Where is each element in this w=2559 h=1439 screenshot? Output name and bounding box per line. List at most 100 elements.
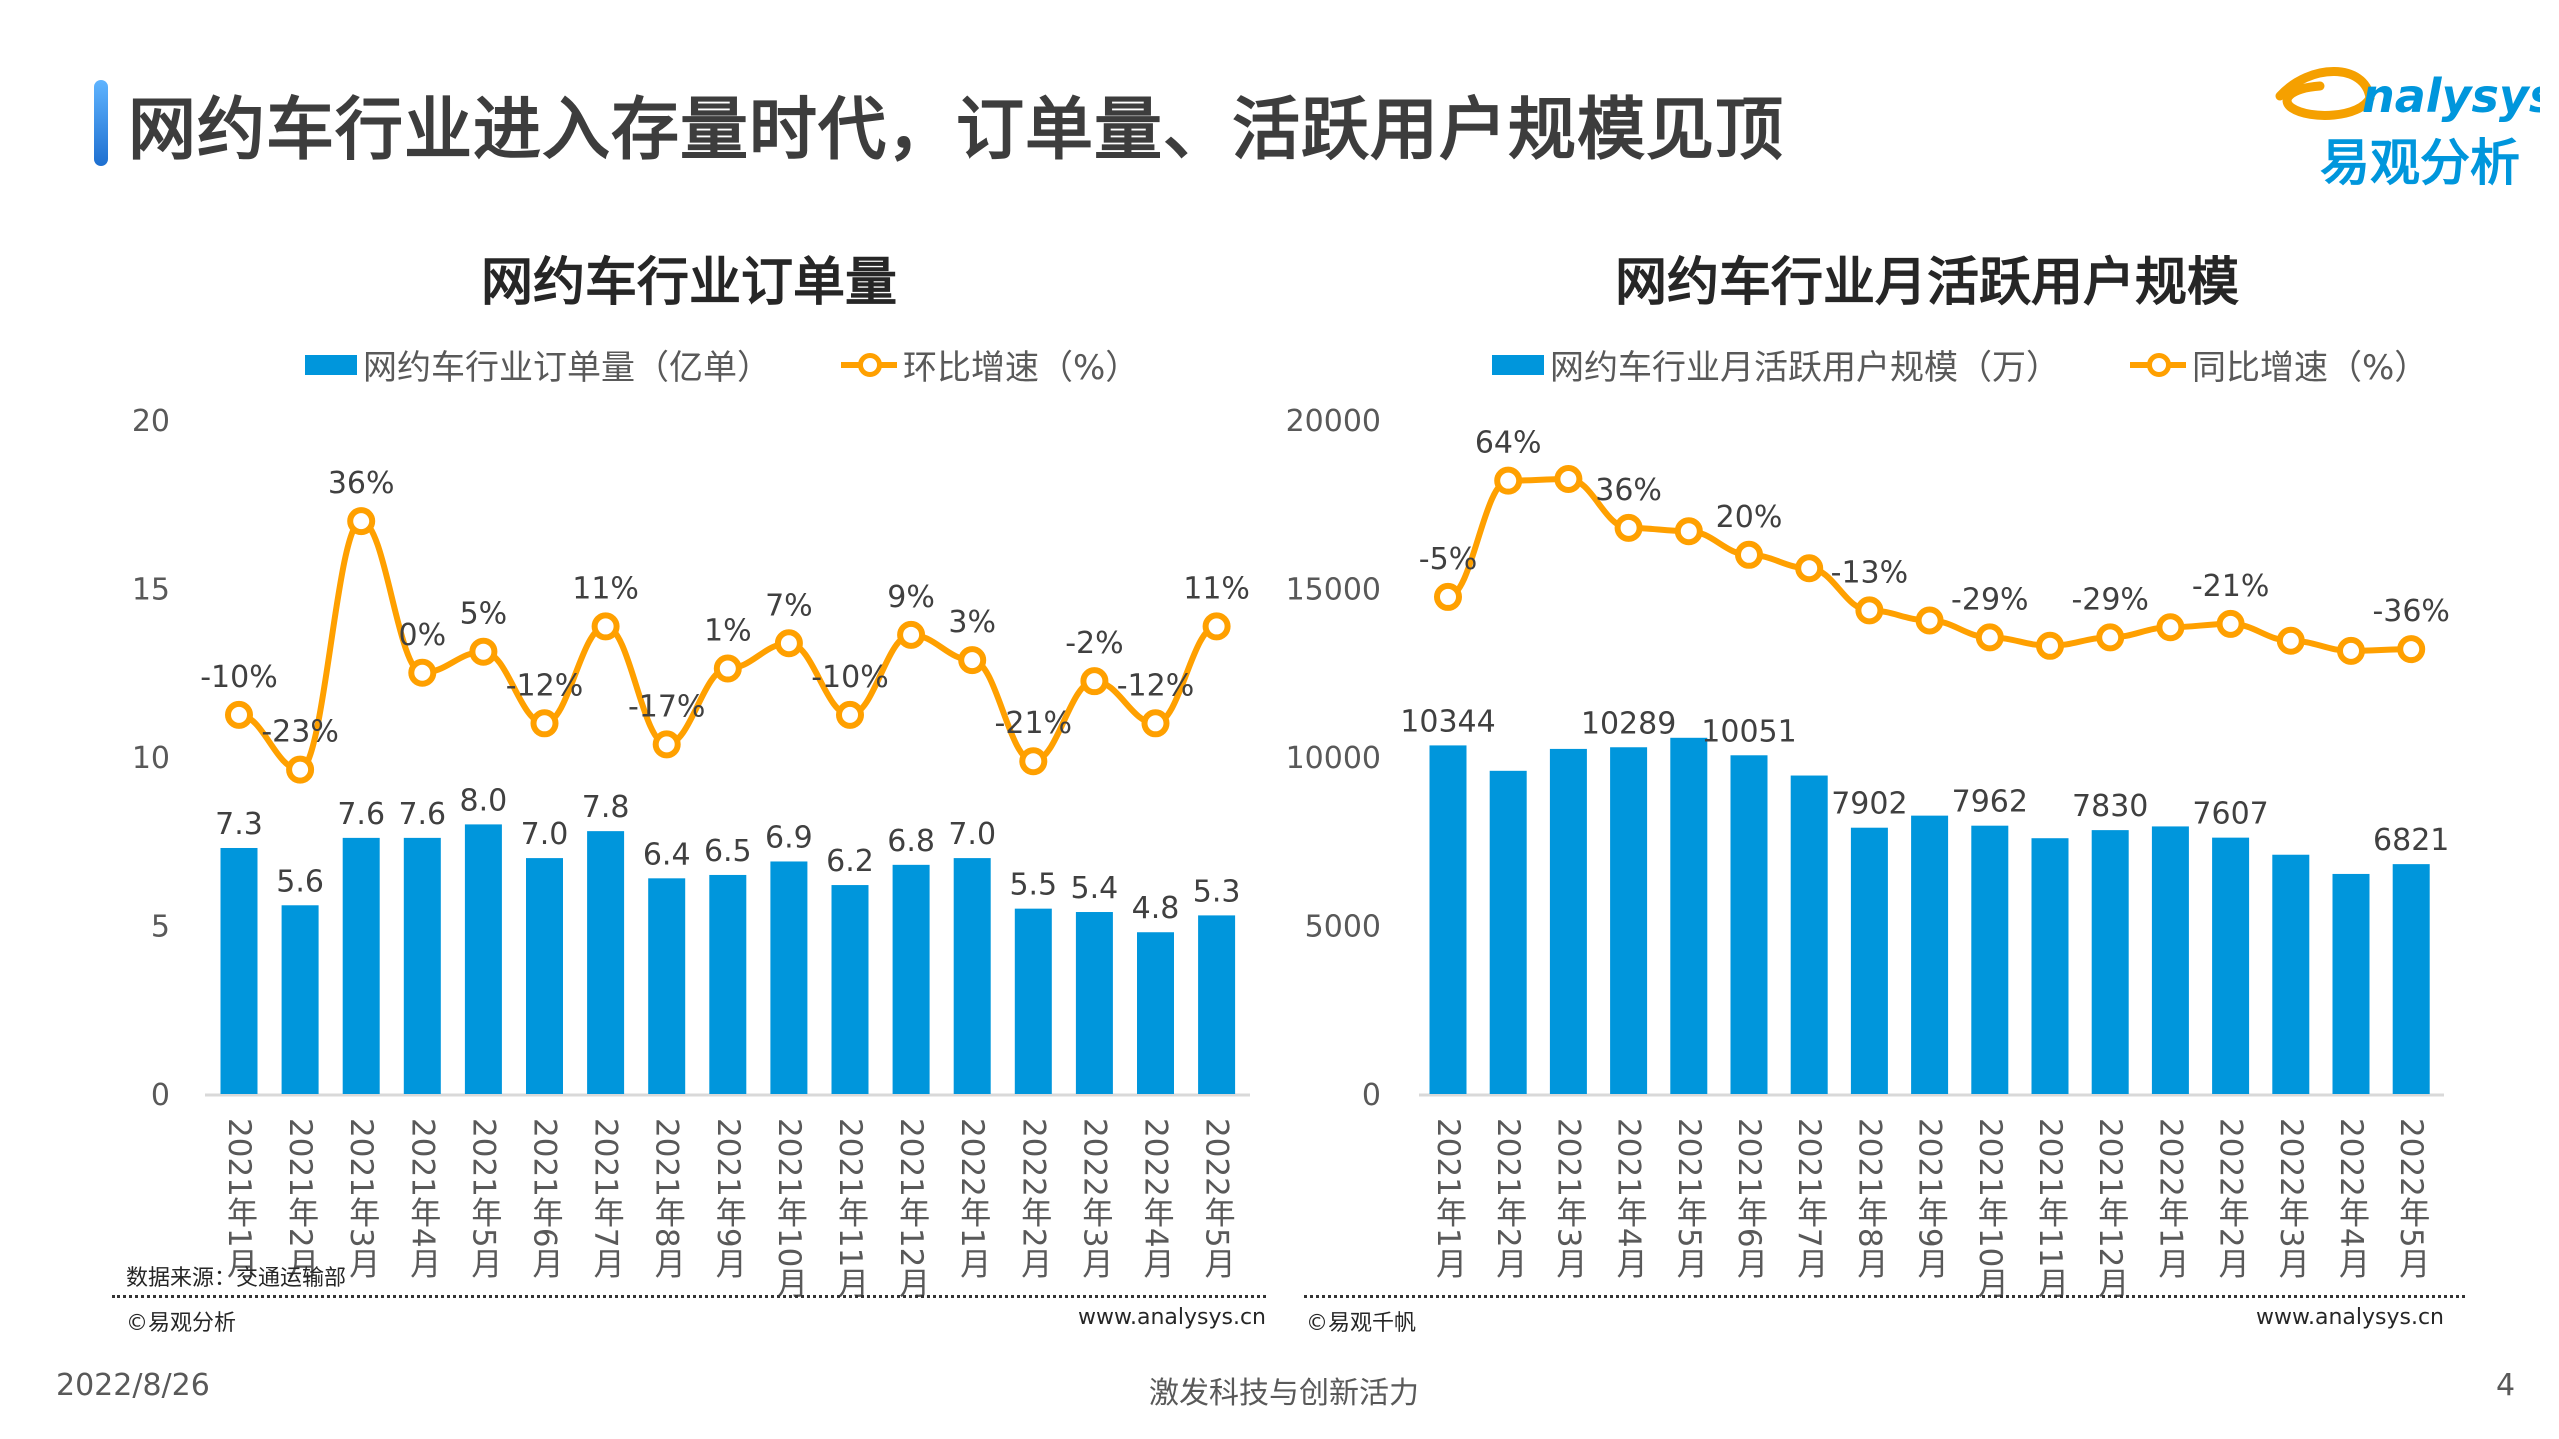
growth-point: [1614, 513, 1643, 542]
growth-value-label: -21%: [995, 706, 1073, 741]
legend-bar-swatch: [305, 354, 357, 375]
x-tick-label: 2022年1月: [954, 1118, 991, 1279]
chart-1: 0 5000 10000 15000 20000 10344 2021年1月 2021年2月 2…: [1286, 404, 2450, 1299]
x-tick-label: 2021年5月: [1671, 1118, 1708, 1279]
growth-value-label: 11%: [1183, 571, 1250, 606]
x-tick-label: 2021年2月: [1490, 1118, 1527, 1279]
growth-point: [2156, 613, 2185, 642]
bar: [1911, 815, 1949, 1094]
growth-value-label: -29%: [1951, 582, 2029, 617]
y-tick-label: 20000: [1286, 404, 1381, 439]
growth-value-label: 36%: [1595, 473, 1662, 508]
right-divider: [1304, 1295, 2465, 1298]
bar-value-label: 7.0: [948, 817, 996, 852]
data-source: 数据来源：交通运输部: [126, 1266, 347, 1291]
bar: [2151, 826, 2189, 1094]
bar: [1971, 825, 2009, 1094]
growth-point: [1202, 612, 1231, 641]
right-url: www.analysys.cn: [2256, 1305, 2444, 1330]
page-title: 网约车行业进入存量时代，订单量、活跃用户规模见顶: [128, 91, 1785, 170]
left-legend: 网约车行业订单量（亿单） 环比增速（%）: [305, 340, 1139, 389]
x-tick-label: 2022年4月: [2333, 1118, 2370, 1279]
growth-point: [1434, 582, 1462, 611]
svg-text:nalysys: nalysys: [2362, 69, 2540, 123]
growth-value-label: -10%: [200, 660, 278, 695]
bar: [1549, 748, 1587, 1094]
growth-value-label: -5%: [1419, 542, 1477, 577]
growth-value-label: -29%: [2071, 582, 2149, 617]
bar-value-label: 6.9: [765, 820, 813, 855]
bar-value-label: 7607: [2192, 797, 2268, 832]
growth-value-label: -23%: [261, 715, 339, 750]
bar-value-label: 6.8: [887, 824, 935, 859]
growth-point: [1141, 709, 1170, 738]
growth-value-label: 64%: [1475, 426, 1542, 461]
bar: [1610, 747, 1648, 1094]
growth-point: [1674, 517, 1703, 546]
growth-point: [530, 709, 559, 738]
bar: [831, 885, 869, 1094]
x-tick-label: 2021年3月: [1550, 1118, 1587, 1279]
footer-date: 2022/8/26: [56, 1368, 210, 1403]
legend-line-label: 同比增速（%）: [2192, 348, 2429, 388]
growth-point: [2337, 636, 2365, 665]
growth-value-label: 11%: [572, 571, 639, 606]
growth-point: [1554, 464, 1583, 493]
y-tick-label: 15: [132, 573, 170, 608]
growth-point: [1795, 554, 1824, 583]
legend-line-label: 环比增速（%）: [903, 348, 1140, 388]
bar: [526, 858, 563, 1094]
bar: [1489, 770, 1527, 1094]
x-tick-label: 2021年6月: [527, 1118, 564, 1279]
growth-point: [1855, 596, 1884, 625]
bar-value-label: 10051: [1701, 714, 1796, 749]
title-accent-bar: [94, 80, 108, 166]
bar: [1790, 775, 1828, 1094]
bar-value-label: 6.5: [704, 834, 752, 869]
right-copyright: ©易观千帆: [1306, 1311, 1417, 1336]
page-number: 4: [2496, 1368, 2516, 1403]
x-tick-label: 2022年2月: [2213, 1118, 2250, 1279]
bar-value-label: 4.8: [1132, 891, 1180, 926]
growth-point: [286, 755, 315, 784]
growth-point: [1080, 667, 1109, 696]
bar: [1670, 737, 1708, 1094]
x-tick-label: 2021年4月: [404, 1118, 441, 1279]
bar-value-label: 7.0: [521, 817, 569, 852]
growth-point: [2036, 631, 2064, 660]
bar-value-label: 7.6: [398, 797, 446, 832]
bar-value-label: 8.0: [460, 783, 508, 818]
bar: [2031, 838, 2069, 1094]
growth-point: [958, 646, 987, 675]
x-tick-label: 2022年2月: [1015, 1118, 1052, 1279]
bar: [1730, 755, 1768, 1094]
bar-value-label: 7902: [1831, 787, 1907, 822]
growth-point: [408, 658, 437, 687]
growth-point: [713, 654, 742, 683]
footer-slogan: 激发科技与创新活力: [1149, 1376, 1419, 1411]
legend-bar-label: 网约车行业订单量（亿单）: [363, 348, 771, 388]
growth-point: [347, 507, 376, 536]
x-tick-label: 2021年3月: [343, 1118, 380, 1279]
growth-point: [652, 730, 681, 759]
bar: [1198, 915, 1236, 1094]
x-tick-label: 2021年10月: [1972, 1118, 2009, 1299]
bar: [464, 824, 502, 1094]
growth-point: [591, 612, 620, 641]
growth-point: [774, 629, 803, 658]
y-tick-label: 15000: [1286, 573, 1381, 608]
x-tick-label: 2021年5月: [465, 1118, 502, 1279]
x-tick-label: 2021年2月: [282, 1118, 319, 1279]
growth-point: [1915, 606, 1944, 635]
growth-value-label: 20%: [1716, 500, 1783, 535]
legend-line-swatch: [841, 352, 897, 377]
x-tick-label: 2022年5月: [1199, 1118, 1236, 1279]
growth-value-label: -36%: [2372, 594, 2450, 629]
legend-bar-swatch: [1492, 354, 1544, 375]
bar: [2272, 854, 2310, 1094]
x-tick-label: 2022年3月: [1076, 1118, 1113, 1279]
bar-value-label: 7.8: [582, 790, 630, 825]
x-tick-label: 2021年11月: [832, 1118, 869, 1299]
growth-value-label: 1%: [704, 614, 752, 649]
